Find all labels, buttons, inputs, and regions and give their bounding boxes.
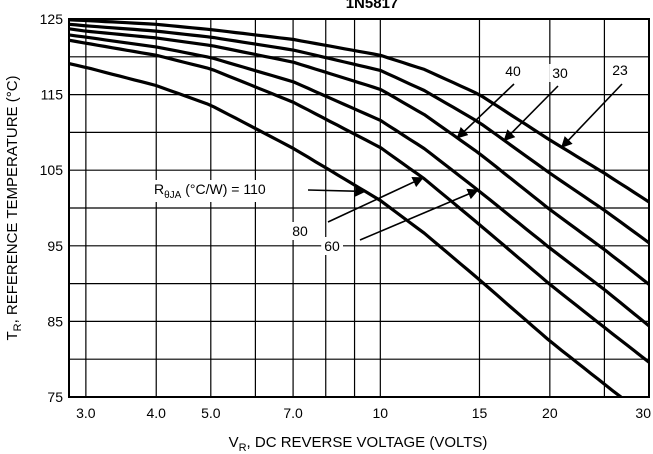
callout-bg [289, 222, 311, 240]
callout-label-23: 23 [612, 62, 628, 78]
callout-arrow-80 [327, 176, 424, 223]
callout-arrow-40 [456, 83, 515, 139]
callout-arrow-30 [503, 85, 559, 142]
callout-arrow-110 [307, 185, 367, 197]
series-line-40 [69, 27, 649, 286]
callout-arrow-23 [560, 83, 623, 149]
plot-frame [68, 18, 650, 398]
callout-bg [321, 237, 343, 255]
y-tick-labels: 125 115 105 95 85 75 [40, 11, 64, 405]
y-tick-label: 95 [47, 238, 63, 254]
y-tick-label: 125 [40, 11, 64, 27]
callout-label-30: 30 [552, 65, 568, 81]
callout-label-80: 80 [292, 223, 308, 239]
y-axis-label: TR, REFERENCE TEMPERATURE (°C) [4, 75, 24, 340]
series-line-80 [69, 38, 649, 364]
x-tick-label: 10 [373, 405, 389, 421]
callout-bg [151, 180, 269, 202]
x-tick-labels: 3.0 4.0 5.0 7.0 10 15 20 30 [76, 405, 651, 421]
x-axis-label: VR, DC REVERSE VOLTAGE (VOLTS) [229, 434, 488, 454]
x-tick-label: 20 [542, 405, 558, 421]
y-tick-label: 75 [47, 389, 63, 405]
x-tick-label: 4.0 [146, 405, 166, 421]
x-tick-label: 15 [472, 405, 488, 421]
series-curves [69, 19, 649, 397]
callout-bg [502, 62, 524, 80]
x-tick-label: 5.0 [201, 405, 221, 421]
x-tick-label: 3.0 [76, 405, 96, 421]
callout-bg [549, 64, 571, 82]
callout-bg [609, 61, 631, 79]
callout-label-40: 40 [505, 63, 521, 79]
series-line-60 [69, 33, 649, 328]
y-tick-label: 85 [47, 313, 63, 329]
chart-title: 1N5817 [346, 0, 399, 12]
x-tick-label: 30 [635, 405, 651, 421]
callout-label-110: RθJA (°C/W) = 110 [154, 181, 266, 201]
gridlines [69, 19, 649, 397]
y-tick-label: 105 [40, 162, 64, 178]
series-line-23 [69, 19, 649, 204]
series-line-30 [69, 22, 649, 245]
callout-arrow-60 [359, 188, 479, 241]
callout-label-60: 60 [324, 238, 340, 254]
y-tick-label: 115 [41, 87, 64, 103]
series-callouts: RθJA (°C/W) = 110 80 60 40 30 23 [151, 61, 631, 255]
x-tick-label: 7.0 [283, 405, 303, 421]
